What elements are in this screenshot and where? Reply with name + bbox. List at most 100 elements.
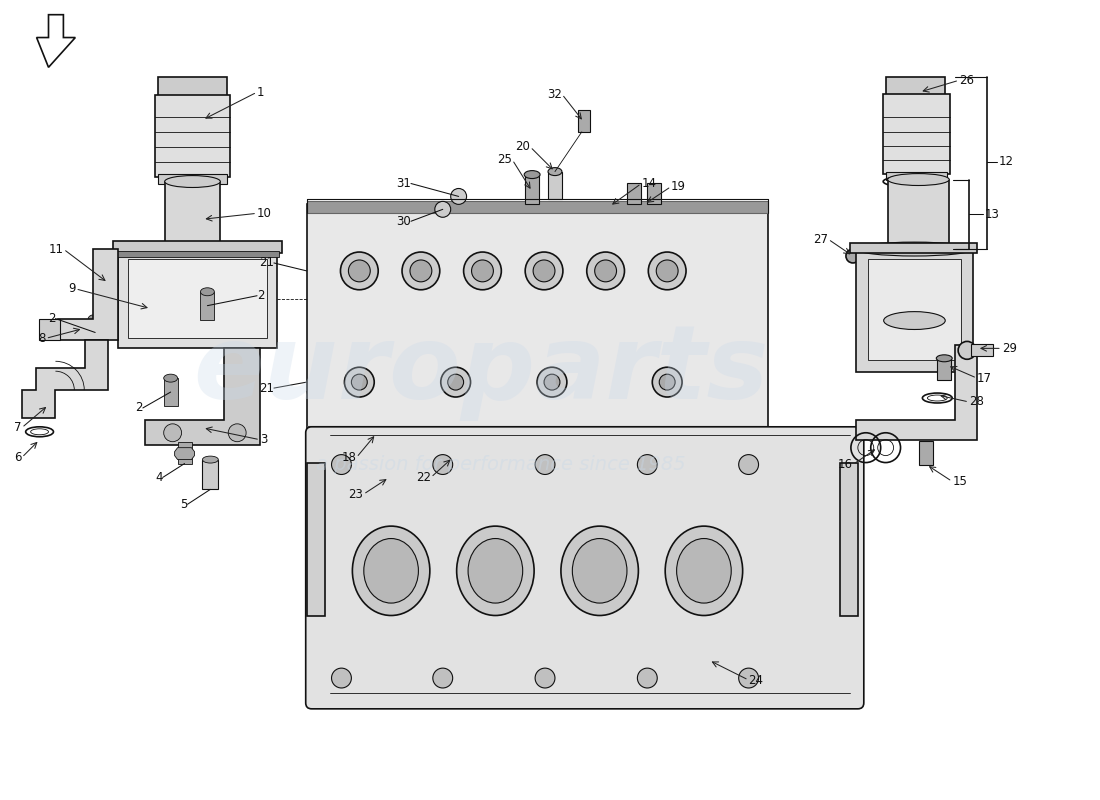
Bar (937, 358, 952, 380)
Text: 8: 8 (39, 332, 45, 345)
Text: 32: 32 (547, 88, 562, 101)
Bar (920, 441, 933, 465)
Bar (165, 182, 220, 259)
Ellipse shape (648, 252, 686, 290)
Text: 5: 5 (180, 498, 187, 510)
Bar (627, 182, 641, 204)
Ellipse shape (856, 242, 974, 256)
Circle shape (451, 189, 466, 204)
Ellipse shape (888, 174, 949, 186)
Bar (164, 378, 177, 406)
Bar (202, 459, 218, 490)
Bar (647, 182, 661, 204)
Text: 3: 3 (260, 434, 267, 446)
Ellipse shape (534, 260, 556, 282)
Ellipse shape (472, 260, 494, 282)
Ellipse shape (448, 374, 463, 390)
Circle shape (846, 249, 860, 263)
Text: 21: 21 (258, 382, 274, 394)
Bar (886, 171, 947, 179)
Ellipse shape (652, 367, 682, 397)
Text: 11: 11 (48, 242, 64, 255)
Bar (840, 462, 858, 617)
Ellipse shape (456, 526, 535, 615)
Bar (157, 78, 228, 97)
Circle shape (98, 273, 118, 293)
Text: 25: 25 (497, 153, 513, 166)
Ellipse shape (364, 538, 418, 603)
Bar (888, 179, 949, 249)
Bar (307, 426, 769, 434)
Text: 26: 26 (959, 74, 975, 86)
Polygon shape (856, 346, 977, 440)
Ellipse shape (572, 538, 627, 603)
Text: 2: 2 (135, 402, 143, 414)
Circle shape (331, 454, 351, 474)
Bar (157, 174, 228, 183)
Bar (118, 249, 277, 348)
Text: 31: 31 (396, 177, 411, 190)
Bar (856, 248, 974, 372)
Bar (868, 259, 961, 360)
Text: 2: 2 (257, 290, 264, 302)
Circle shape (535, 454, 556, 474)
Text: 21: 21 (258, 257, 274, 270)
Bar (578, 110, 590, 132)
Bar (882, 94, 950, 174)
Bar (850, 243, 977, 253)
Ellipse shape (402, 252, 440, 290)
Bar (886, 78, 945, 97)
Ellipse shape (200, 288, 214, 296)
Ellipse shape (469, 538, 522, 603)
Bar (88, 318, 102, 346)
Text: 13: 13 (984, 208, 1000, 221)
Polygon shape (22, 341, 108, 418)
Circle shape (637, 668, 658, 688)
Ellipse shape (525, 252, 563, 290)
Bar (116, 251, 279, 257)
Text: 15: 15 (953, 475, 967, 488)
Text: 9: 9 (68, 282, 75, 295)
Bar (155, 95, 230, 177)
Circle shape (535, 668, 556, 688)
Bar (113, 241, 282, 253)
Polygon shape (58, 249, 118, 341)
Ellipse shape (164, 374, 177, 382)
Text: europarts: europarts (192, 320, 768, 421)
Ellipse shape (883, 312, 945, 330)
Ellipse shape (586, 252, 625, 290)
Text: 24: 24 (749, 674, 763, 686)
Ellipse shape (88, 314, 102, 322)
Text: 12: 12 (999, 155, 1014, 168)
Ellipse shape (349, 260, 371, 282)
Ellipse shape (410, 260, 432, 282)
Circle shape (432, 668, 453, 688)
Circle shape (434, 202, 451, 218)
Circle shape (739, 668, 759, 688)
Ellipse shape (525, 170, 540, 178)
Bar (548, 171, 562, 199)
Ellipse shape (548, 168, 562, 175)
Text: 18: 18 (341, 451, 356, 464)
Text: 10: 10 (257, 207, 272, 220)
Ellipse shape (352, 526, 430, 615)
FancyBboxPatch shape (306, 427, 864, 709)
Ellipse shape (351, 374, 367, 390)
Bar (128, 259, 267, 338)
Polygon shape (175, 448, 195, 459)
Polygon shape (145, 348, 260, 445)
Ellipse shape (165, 253, 220, 265)
Bar (307, 462, 324, 617)
Ellipse shape (888, 243, 949, 255)
Circle shape (432, 454, 453, 474)
Circle shape (637, 454, 658, 474)
Ellipse shape (657, 260, 678, 282)
Circle shape (229, 424, 246, 442)
Ellipse shape (202, 456, 218, 463)
Text: 6: 6 (14, 451, 22, 464)
Text: 4: 4 (155, 471, 163, 484)
Text: 16: 16 (838, 458, 853, 471)
Text: 23: 23 (349, 488, 363, 501)
Bar (307, 202, 769, 214)
Bar (307, 204, 769, 428)
